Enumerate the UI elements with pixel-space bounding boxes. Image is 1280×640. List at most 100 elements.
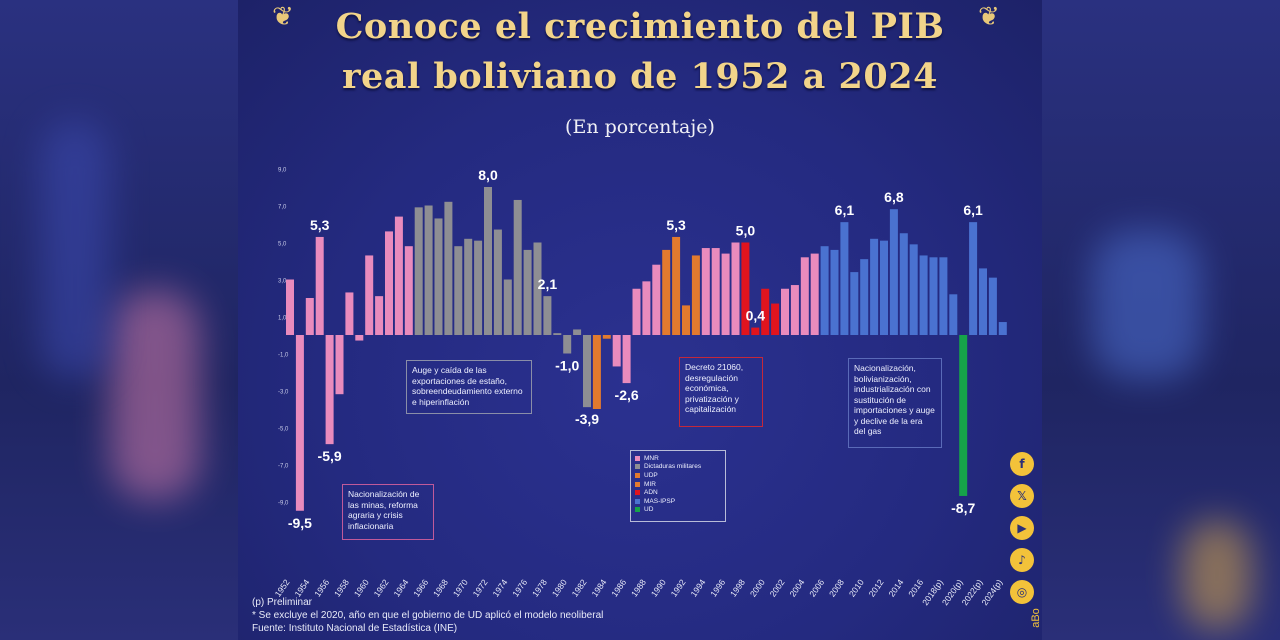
bar-2003	[790, 285, 799, 335]
youtube-icon[interactable]: ▶	[1010, 516, 1034, 540]
bar-2015	[909, 244, 918, 335]
x-tick-label: 2024(p)	[979, 577, 1004, 607]
bar-1972	[484, 187, 492, 335]
x-tick-label: 1988	[629, 577, 648, 598]
data-label-2021: 6,1	[963, 202, 983, 218]
bar-1990	[662, 249, 671, 335]
bar-1952	[286, 279, 294, 335]
bar-1993	[691, 255, 700, 335]
x-tick-label: 1996	[708, 577, 727, 598]
data-label-2013: 6,8	[884, 189, 904, 205]
x-tick-label: 1964	[391, 577, 410, 598]
bar-1991	[672, 236, 681, 335]
x-tick-label: 2008	[827, 577, 846, 598]
bar-2022	[979, 268, 987, 335]
y-tick-label: 9,0	[278, 168, 287, 174]
x-tick-label: 2016	[906, 577, 925, 598]
data-label-1986: -2,6	[615, 387, 639, 403]
bar-1973	[493, 229, 502, 335]
x-tick-label: 2002	[768, 577, 787, 598]
bar-1955	[315, 236, 324, 335]
bar-1971	[474, 240, 483, 335]
legend-item-ud: UD	[635, 506, 721, 515]
bar-2021	[969, 222, 978, 335]
note-mas-ipsp: Nacionalización, bolivianización, indust…	[848, 358, 942, 448]
bar-1976	[523, 249, 532, 335]
ornament-left-icon: ❦	[272, 2, 294, 32]
bar-1963	[394, 216, 403, 335]
bar-2004	[800, 257, 809, 335]
bar-1987	[632, 288, 641, 335]
bar-1981	[573, 329, 582, 335]
x-tick-label: 1984	[589, 577, 608, 598]
bar-2019	[949, 294, 958, 335]
bar-2009	[850, 272, 859, 335]
bar-1984	[602, 335, 611, 339]
x-tick-label: 1982	[570, 577, 589, 598]
bar-2013	[889, 209, 898, 335]
bar-1992	[682, 305, 690, 335]
y-tick-label: -7,0	[278, 464, 289, 470]
x-tick-label: 1966	[411, 577, 430, 598]
x-tick-label: 1974	[490, 577, 509, 598]
instagram-icon[interactable]: ◎	[1010, 580, 1034, 604]
x-tick-label: 1954	[292, 577, 311, 598]
gdp-growth-bar-chart: 9,0 7,0 5,0 3,0 1,0 -1,0 -3,0 -5,0 -7,0 -9,0 -9,5…	[273, 167, 1007, 607]
bar-1979	[553, 333, 562, 335]
legend-item-mas-ipsp: MAS-IPSP	[635, 497, 721, 506]
bar-1995	[711, 248, 720, 335]
data-label-1972: 8,0	[478, 167, 498, 183]
bar-2023	[988, 277, 997, 335]
blurred-bar-left	[110, 290, 200, 500]
ornament-right-icon: ❦	[978, 2, 1000, 32]
bar-1988	[642, 281, 651, 335]
x-tick-label: 2010	[847, 577, 866, 598]
y-tick-label: 7,0	[278, 205, 287, 211]
title-line-2: real boliviano de 1952 a 2024	[342, 56, 938, 97]
x-tick-label: 1968	[431, 577, 450, 598]
bar-1956	[325, 335, 334, 445]
bar-2008	[840, 222, 849, 335]
footnote-exclusion: * Se excluye el 2020, año en que el gobi…	[252, 610, 604, 621]
bar-1977	[533, 242, 542, 335]
bar-2006	[820, 246, 829, 335]
x-tick-label: 2006	[807, 577, 826, 598]
bar-1960	[365, 255, 374, 335]
x-icon[interactable]: 𝕏	[1010, 484, 1034, 508]
legend-item-mir: MIR	[635, 480, 721, 489]
bar-1965	[414, 207, 423, 335]
x-tick-label: 2014	[886, 577, 905, 598]
bar-2001	[771, 303, 780, 335]
bar-1975	[513, 199, 522, 335]
bar-2010	[860, 259, 869, 335]
bar-1983	[592, 335, 601, 409]
data-label-2020: -8,7	[951, 500, 975, 516]
bar-2000	[761, 288, 770, 335]
x-tick-label: 1976	[510, 577, 529, 598]
bar-2007	[830, 249, 839, 335]
bar-1985	[612, 335, 621, 367]
bar-1958	[345, 292, 354, 335]
x-tick-label: 1958	[332, 577, 351, 598]
chart-subtitle: (En porcentaje)	[565, 116, 715, 138]
bar-1974	[503, 279, 512, 335]
data-label-1982: -3,9	[575, 411, 599, 427]
legend-item-dictaduras: Dictaduras militares	[635, 463, 721, 472]
x-tick-label: 1986	[609, 577, 628, 598]
blurred-bar-right	[1092, 230, 1202, 380]
x-tick-label: 1978	[530, 577, 549, 598]
data-label-1999: 0,4	[746, 308, 766, 324]
facebook-icon[interactable]: f	[1010, 452, 1034, 476]
data-label-1955: 5,3	[310, 217, 330, 233]
x-tick-label: 2000	[748, 577, 767, 598]
y-tick-label: -1,0	[278, 353, 289, 359]
bar-1980	[563, 335, 572, 354]
bar-1970	[464, 238, 473, 335]
bar-1959	[355, 335, 364, 341]
tiktok-icon[interactable]: ♪	[1010, 548, 1034, 572]
bar-2024	[998, 322, 1007, 335]
bar-2012	[880, 240, 888, 335]
data-label-1978: 2,1	[538, 276, 558, 292]
bar-1961	[375, 296, 384, 335]
x-tick-label: 1990	[649, 577, 668, 598]
